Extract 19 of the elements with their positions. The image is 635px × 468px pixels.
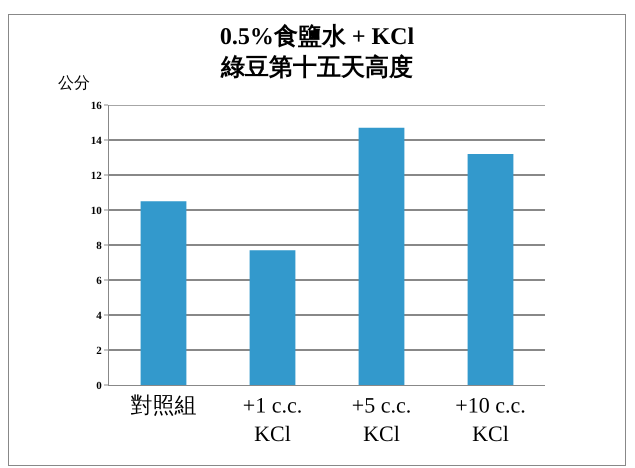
x-tick-label: +1 c.c. KCl [242, 392, 302, 446]
y-tick-label: 12 [90, 170, 102, 182]
bar [140, 201, 186, 385]
x-tick-label: +5 c.c. KCl [352, 392, 412, 446]
y-tick-label: 6 [96, 274, 102, 287]
bar [468, 154, 514, 385]
y-tick-label: 14 [90, 134, 102, 147]
y-tick-label: 10 [90, 204, 102, 217]
y-tick-label: 16 [90, 100, 102, 112]
chart-title: 0.5%食鹽水 + KCl 綠豆第十五天高度 [220, 22, 415, 81]
x-tick-label: 對照組 [130, 392, 196, 418]
y-tick-label: 4 [96, 310, 102, 322]
y-tick-label: 8 [96, 240, 102, 252]
y-tick-label: 2 [96, 344, 102, 357]
bar [358, 128, 404, 385]
x-tick-label: +10 c.c. KCl [455, 392, 526, 446]
y-axis-title: 公分 [58, 75, 90, 92]
bar [250, 250, 296, 385]
y-tick-label: 0 [96, 380, 102, 392]
